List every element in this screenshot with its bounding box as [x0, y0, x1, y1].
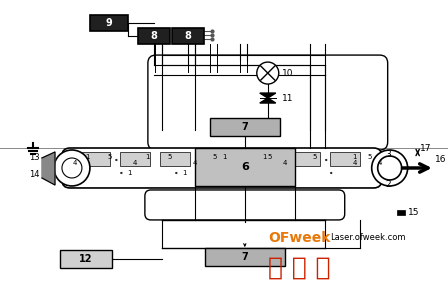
Bar — [210, 118, 280, 136]
Bar — [120, 152, 150, 166]
Polygon shape — [260, 93, 276, 98]
Bar — [205, 248, 285, 266]
Polygon shape — [42, 152, 55, 185]
Text: 1: 1 — [223, 154, 227, 160]
Text: 4: 4 — [73, 160, 77, 166]
Text: 5: 5 — [168, 154, 172, 160]
Text: 8: 8 — [151, 31, 157, 41]
Text: 8: 8 — [185, 31, 191, 41]
Bar — [250, 152, 280, 166]
Text: Laser.ofweek.com: Laser.ofweek.com — [330, 234, 405, 242]
Text: 5: 5 — [367, 154, 372, 160]
Circle shape — [54, 150, 90, 186]
Circle shape — [378, 156, 402, 180]
Bar — [396, 210, 405, 215]
Bar — [290, 152, 320, 166]
Bar — [80, 152, 110, 166]
Text: 12: 12 — [79, 254, 93, 264]
Text: 5: 5 — [213, 154, 217, 160]
Text: 4: 4 — [353, 160, 357, 166]
Text: 1: 1 — [146, 154, 150, 160]
Text: 15: 15 — [408, 208, 419, 217]
Bar — [195, 148, 295, 186]
Text: 14: 14 — [30, 170, 40, 179]
Circle shape — [372, 150, 408, 186]
Bar — [160, 152, 190, 166]
Polygon shape — [260, 98, 276, 103]
Text: 7: 7 — [241, 122, 248, 132]
Text: 17: 17 — [420, 144, 431, 152]
Text: 1: 1 — [353, 154, 357, 160]
Bar — [200, 152, 230, 166]
Circle shape — [62, 158, 82, 178]
FancyBboxPatch shape — [62, 148, 382, 188]
Bar — [172, 28, 204, 44]
Text: 1: 1 — [183, 170, 187, 176]
Text: 激 光 网: 激 光 网 — [268, 256, 330, 280]
Text: 3: 3 — [385, 150, 391, 159]
Text: 6: 6 — [241, 162, 249, 172]
Text: OFweek: OFweek — [268, 231, 330, 245]
Text: 4: 4 — [283, 160, 287, 166]
Text: 11: 11 — [282, 94, 293, 103]
Bar — [138, 28, 170, 44]
Text: 1: 1 — [86, 154, 90, 160]
Text: 5: 5 — [267, 154, 272, 160]
Text: 10: 10 — [282, 68, 293, 77]
FancyBboxPatch shape — [145, 190, 345, 220]
Text: 5: 5 — [108, 154, 112, 160]
Text: 2: 2 — [385, 181, 391, 190]
Bar — [60, 250, 112, 268]
Bar — [330, 152, 360, 166]
Circle shape — [380, 158, 400, 178]
Text: 9: 9 — [106, 18, 112, 28]
Text: 4: 4 — [378, 160, 382, 166]
Bar — [90, 15, 128, 31]
Text: 16: 16 — [435, 155, 446, 164]
Text: 13: 13 — [29, 153, 40, 162]
Circle shape — [257, 62, 279, 84]
Text: 1: 1 — [263, 154, 267, 160]
Text: 1: 1 — [128, 170, 132, 176]
Text: 5: 5 — [313, 154, 317, 160]
Text: 4: 4 — [133, 160, 137, 166]
Text: 7: 7 — [241, 252, 248, 262]
Text: 4: 4 — [193, 160, 197, 166]
